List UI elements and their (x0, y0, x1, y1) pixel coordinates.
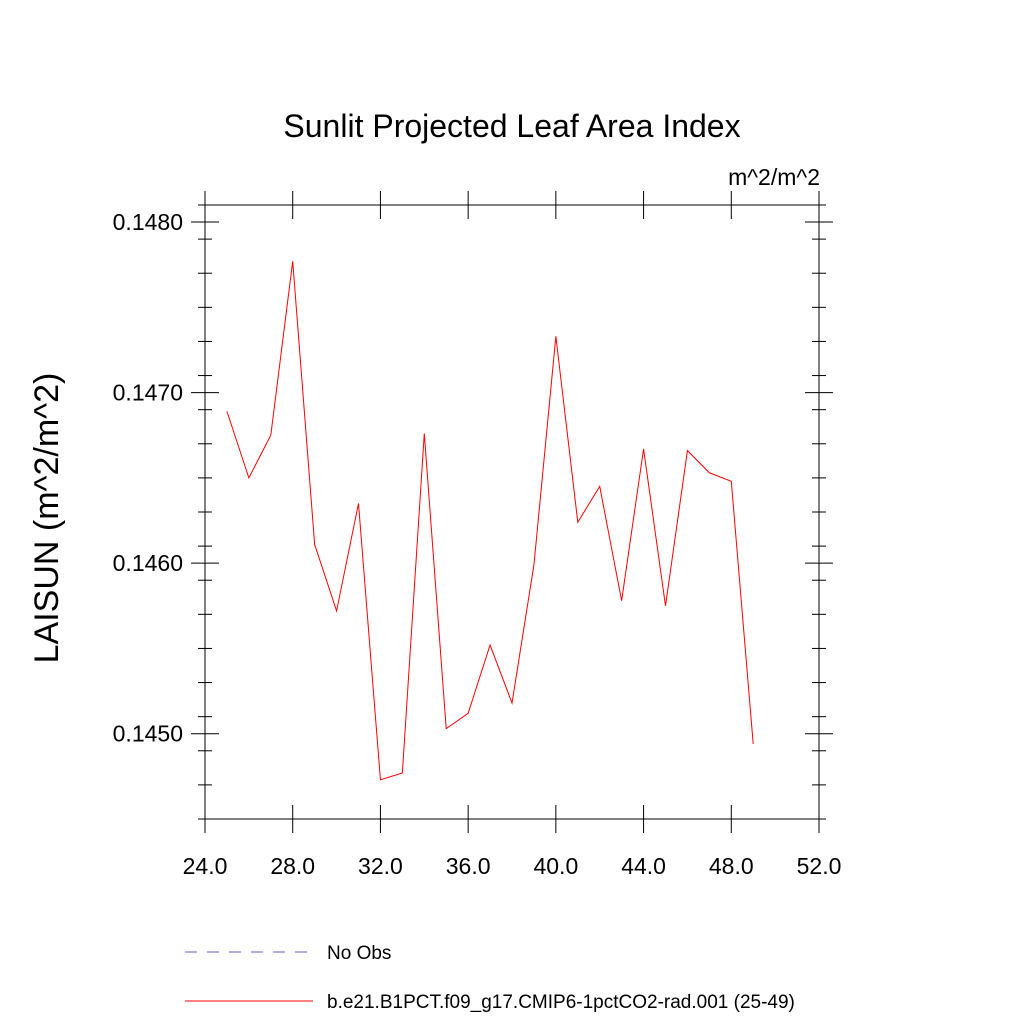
x-tick-label: 24.0 (183, 853, 228, 879)
series-line-1 (226, 261, 754, 781)
series-layer (226, 261, 754, 781)
y-tick-label: 0.1450 (113, 721, 183, 747)
y-axis-tick-labels: 0.1450 0.1460 0.1470 0.1480 (113, 209, 183, 747)
x-tick-label: 28.0 (270, 853, 315, 879)
y-axis-label: LAISUN (m^2/m^2) (28, 373, 66, 664)
y-tick-label: 0.1470 (113, 380, 183, 406)
legend: No Obs b.e21.B1PCT.f09_g17.CMIP6-1pctCO2-… (185, 943, 795, 1013)
x-tick-label: 32.0 (358, 853, 403, 879)
legend-label: b.e21.B1PCT.f09_g17.CMIP6-1pctCO2-rad.00… (327, 992, 795, 1013)
x-tick-label: 40.0 (533, 853, 578, 879)
x-tick-label: 44.0 (621, 853, 666, 879)
x-axis-ticks (204, 191, 820, 833)
units-label: m^2/m^2 (728, 164, 820, 190)
x-tick-label: 36.0 (446, 853, 491, 879)
x-tick-label: 52.0 (797, 853, 842, 879)
y-tick-label: 0.1480 (113, 209, 183, 235)
x-axis-tick-labels: 24.0 28.0 32.0 36.0 40.0 44.0 48.0 52.0 (183, 853, 842, 879)
y-tick-label: 0.1460 (113, 550, 183, 576)
chart-title: Sunlit Projected Leaf Area Index (283, 108, 740, 144)
x-tick-label: 48.0 (709, 853, 754, 879)
plot-frame (204, 204, 820, 820)
legend-label: No Obs (327, 943, 391, 964)
y-axis-ticks (191, 204, 833, 820)
